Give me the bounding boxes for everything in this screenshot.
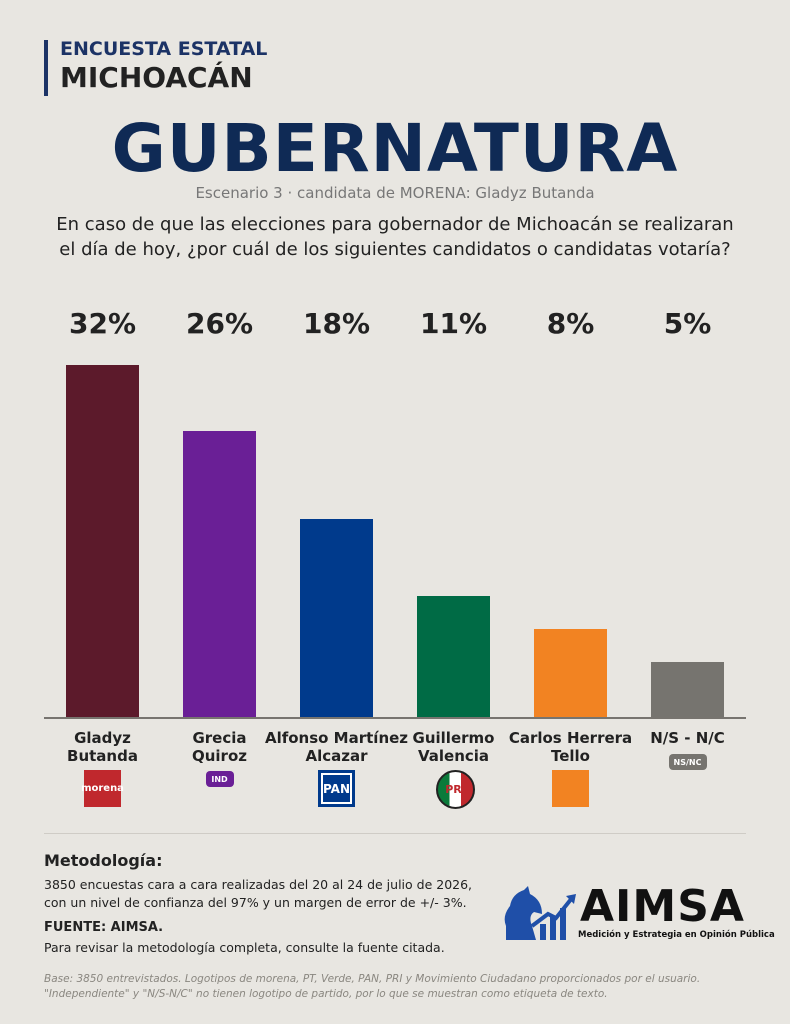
- party-badge: morena: [81, 770, 124, 807]
- footnote: Base: 3850 entrevistados. Logotipos de m…: [44, 973, 701, 985]
- bar: [66, 365, 139, 717]
- party-badge: PAN: [318, 770, 355, 807]
- category-label: Alfonso Martínez Alcazar: [264, 729, 409, 765]
- party-badge: PRI: [436, 770, 475, 809]
- bar: [534, 629, 607, 717]
- methodology-heading: Metodología:: [44, 851, 163, 870]
- category-label: N/S - N/C: [650, 729, 725, 747]
- category-label: Grecia Quiroz: [191, 729, 247, 765]
- value-label: 18%: [302, 307, 371, 340]
- bar: [417, 596, 490, 717]
- value-label: 5%: [663, 307, 712, 340]
- logo-name: AIMSA: [580, 881, 745, 932]
- baseline: [44, 717, 746, 719]
- party-badge: IND: [205, 771, 234, 787]
- logo-icon: [498, 886, 578, 942]
- question: el día de hoy, ¿por cuál de los siguient…: [59, 239, 731, 260]
- methodology-text: 3850 encuestas cara a cara realizadas de…: [44, 877, 473, 892]
- party-badge: [552, 770, 589, 807]
- bar: [651, 662, 724, 717]
- category-label: Gladyz Butanda: [67, 729, 138, 765]
- footnote: "Independiente" y "N/S-N/C" no tienen lo…: [44, 988, 608, 1000]
- bar: [183, 431, 256, 717]
- header-accent: [44, 40, 48, 96]
- separator: [44, 833, 746, 834]
- header-state: MICHOACÁN: [60, 61, 253, 94]
- source-note: Para revisar la metodología completa, co…: [44, 940, 445, 955]
- category-label: Carlos Herrera Tello: [508, 729, 633, 765]
- value-label: 26%: [185, 307, 254, 340]
- party-badge: NS/NC: [668, 754, 707, 770]
- header-kicker: ENCUESTA ESTATAL: [60, 38, 268, 60]
- logo-tagline: Medición y Estrategia en Opinión Pública: [578, 930, 775, 940]
- value-label: 8%: [546, 307, 595, 340]
- value-label: 32%: [68, 307, 137, 340]
- value-label: 11%: [419, 307, 488, 340]
- chart-title: GUBERNATURA: [111, 110, 679, 187]
- methodology-text: con un nivel de confianza del 97% y un m…: [44, 895, 467, 910]
- source: FUENTE: AIMSA.: [44, 920, 164, 935]
- chart-subtitle: Escenario 3 · candidata de MORENA: Glady…: [195, 184, 595, 202]
- question: En caso de que las elecciones para gober…: [56, 214, 734, 235]
- bar: [300, 519, 373, 717]
- category-label: Guillermo Valencia: [412, 729, 495, 765]
